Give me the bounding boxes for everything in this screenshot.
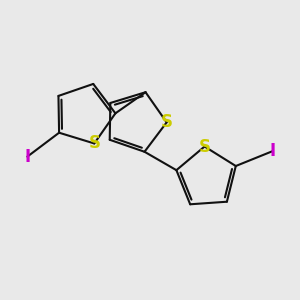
Text: S: S (161, 113, 173, 131)
Text: I: I (24, 148, 30, 166)
Text: S: S (88, 134, 100, 152)
Text: I: I (270, 142, 276, 160)
Text: S: S (199, 137, 211, 155)
